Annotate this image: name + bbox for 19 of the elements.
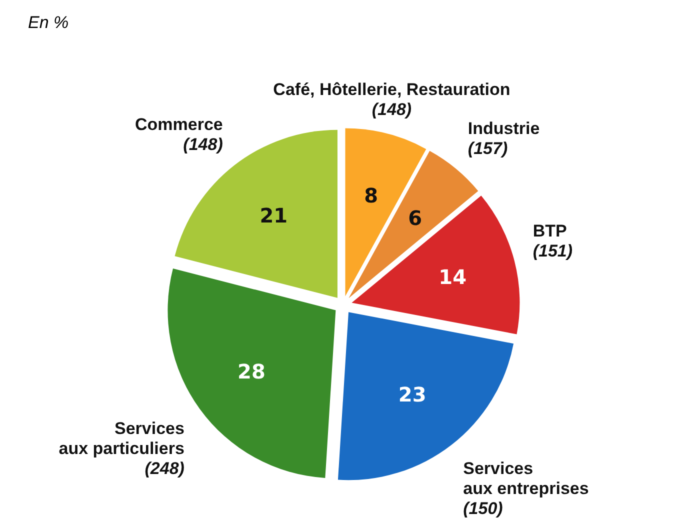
- data-label: 23: [398, 382, 426, 406]
- data-label: 14: [438, 264, 467, 289]
- text: (148): [372, 100, 412, 120]
- slice-label: Commerce: [134, 115, 223, 134]
- text: (150): [463, 498, 504, 518]
- data-label: 28: [238, 360, 266, 384]
- slice-label: BTP: [532, 221, 567, 240]
- text: (148): [183, 135, 224, 154]
- slice-label: Industrie: [468, 118, 540, 138]
- data-label: 6: [408, 206, 422, 230]
- slice-label: Services aux entreprises: [463, 458, 589, 498]
- chart-subtitle: En %: [28, 13, 69, 32]
- data-label: 21: [260, 204, 288, 228]
- text: (248): [144, 459, 185, 478]
- data-label: 8: [364, 183, 378, 208]
- slice-label: Café, Hôtellerie, Restauration: [273, 80, 510, 100]
- text: (151): [532, 241, 573, 260]
- slice-label: Services aux particuliers: [58, 419, 184, 458]
- text: (157): [468, 138, 508, 158]
